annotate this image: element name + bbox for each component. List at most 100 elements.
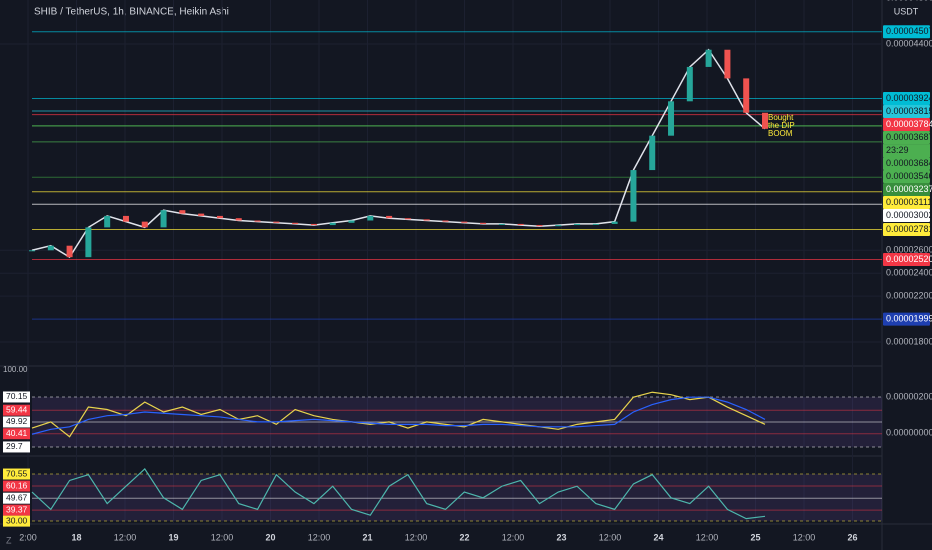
osc-flag (3, 441, 30, 453)
osc-top-label: 100.00 (3, 365, 28, 374)
currency: USDT (894, 6, 919, 16)
candle (329, 222, 336, 226)
time-label: 12:00 (211, 532, 234, 542)
price-flag (883, 209, 930, 223)
candle (122, 215, 129, 222)
time-label: 12:00 (696, 532, 719, 542)
osc-flag-label: 30.00 (6, 515, 28, 525)
candle (216, 215, 223, 219)
candle (423, 219, 430, 221)
time-label: 24 (653, 532, 663, 542)
candle (292, 222, 299, 224)
osc-flag-label: 60.16 (6, 480, 28, 490)
candle (743, 78, 750, 113)
time-label: 22 (459, 532, 469, 542)
osc-flag-label: 59.44 (6, 404, 28, 414)
time-label: 26 (847, 532, 857, 542)
osc-flag-label: 49.67 (6, 492, 28, 502)
price-flag (883, 118, 930, 132)
osc-band (32, 474, 882, 521)
candle (536, 225, 543, 227)
osc-line (31, 396, 766, 435)
price-flag-label: 0.00003784 (886, 119, 932, 129)
candle (273, 221, 280, 223)
candle (179, 210, 186, 214)
candle (592, 223, 599, 225)
price-flag-label: 0.00003111 (886, 197, 932, 207)
osc-line (31, 391, 766, 438)
candle (649, 135, 656, 171)
chart-title: SHIB / TetherUS, 1h, BINANCE, Heikin Ash… (34, 7, 229, 18)
price-flag-label: 0.00003687 (886, 132, 932, 142)
candle (461, 221, 468, 223)
candle (724, 49, 731, 79)
osc-line (31, 467, 766, 520)
candle (442, 220, 449, 222)
price-flag-label: 0.00002520 (886, 254, 932, 264)
price-flag-label: 0.00001999 (886, 314, 932, 324)
y-tick-label: 0.00002600 (886, 245, 932, 255)
price-flag (883, 252, 930, 266)
osc-flag-label: 70.15 (6, 391, 28, 401)
osc-flag (3, 416, 30, 428)
candle (367, 215, 374, 221)
price-flag-label: 0.00003924 (886, 93, 932, 103)
candle (198, 213, 205, 216)
candle (668, 101, 675, 136)
time-label: 12:00 (308, 532, 331, 542)
osc-flag (3, 480, 30, 492)
price-flag-label: 0.00003684 (886, 158, 932, 168)
time-label: 12:00 (405, 532, 428, 542)
price-flag-label: 0.00003815 (886, 106, 932, 116)
time-label: 12:00 (114, 532, 137, 542)
candle (574, 223, 581, 226)
countdown-box (883, 144, 930, 158)
candle (29, 250, 35, 252)
time-label: 23 (556, 532, 566, 542)
candle (404, 218, 411, 220)
price-flag-label: 0.00003002 (886, 210, 932, 220)
osc-flag (3, 515, 30, 527)
candle (611, 221, 618, 224)
time-label: 12:00 (793, 532, 816, 542)
time-label: 12:00 (502, 532, 525, 542)
osc-flag-label: 49.92 (6, 416, 28, 426)
osc-axis-label: 0.00000200 (886, 391, 932, 401)
timezone-icon: Z (6, 535, 12, 545)
time-label: 12:00 (599, 532, 622, 542)
time-label: 25 (750, 532, 760, 542)
candle (141, 221, 148, 228)
countdown: 23:29 (886, 145, 909, 155)
time-label: 20 (265, 532, 275, 542)
osc-flag (3, 492, 30, 504)
price-flag-label: 0.00003546 (886, 171, 932, 181)
candle (762, 112, 768, 129)
osc-flag-label: 70.55 (6, 468, 28, 478)
price-flag (883, 92, 930, 106)
candle (555, 225, 562, 227)
osc-flag (3, 428, 30, 440)
candle (480, 222, 487, 224)
price-flag (883, 170, 930, 184)
time-label: 18 (71, 532, 81, 542)
candle (630, 170, 637, 222)
candle (686, 66, 693, 102)
osc-flag-label: 40.41 (6, 428, 28, 438)
price-flag (883, 105, 930, 119)
osc-flag (3, 468, 30, 480)
candle (160, 210, 167, 228)
candle (705, 49, 712, 67)
candle (254, 220, 261, 222)
price-flag-label: 0.00004507 (886, 26, 932, 36)
y-tick-label: 0.00002200 (886, 291, 932, 301)
y-tick-label: 0.00002400 (886, 268, 932, 278)
price-flag (883, 157, 930, 171)
candle (386, 215, 393, 219)
osc-flag (3, 391, 30, 403)
osc-flag (3, 504, 30, 516)
candle (235, 218, 242, 221)
time-label: 21 (362, 532, 372, 542)
osc-flag-label: 29.7 (6, 441, 23, 451)
time-label: 19 (168, 532, 178, 542)
